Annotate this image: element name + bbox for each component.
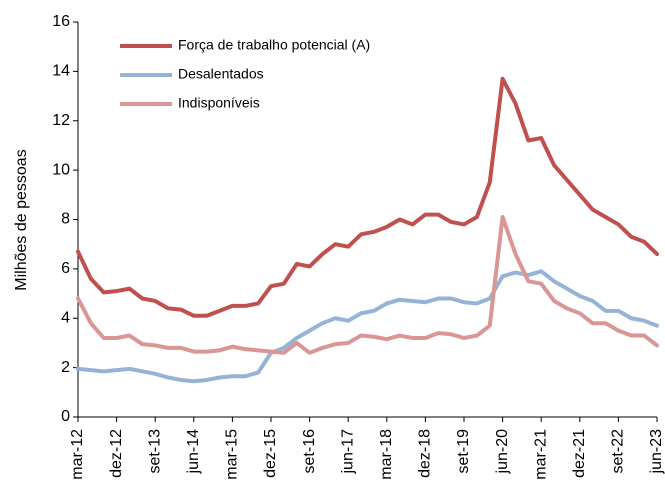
- x-tick-label: jun-17: [339, 429, 356, 475]
- line-series: [76, 76, 659, 318]
- y-tick-label: 0: [61, 408, 70, 425]
- legend-label: Força de trabalho potencial (A): [178, 37, 370, 53]
- y-tick-label: 2: [61, 359, 70, 376]
- x-tick-label: jun-14: [185, 429, 202, 475]
- x-tick-label: set-16: [301, 429, 318, 474]
- x-tick-label: dez-21: [571, 429, 588, 478]
- y-tick-label: 10: [52, 161, 70, 178]
- x-tick-label: set-19: [455, 429, 472, 474]
- y-tick-label: 6: [61, 260, 70, 277]
- legend-label: Indisponíveis: [178, 95, 260, 111]
- x-tick-label: mar-21: [532, 429, 549, 480]
- line-series: [76, 269, 659, 384]
- x-tick-label: dez-18: [417, 429, 434, 478]
- x-tick-label: set-13: [146, 429, 163, 474]
- y-tick-label: 12: [52, 112, 70, 129]
- y-tick-label: 16: [52, 13, 70, 30]
- x-tick-label: set-22: [610, 429, 627, 474]
- x-tick-label: jun-20: [494, 429, 511, 475]
- legend-label: Desalentados: [178, 66, 264, 82]
- x-tick-label: mar-18: [378, 429, 395, 480]
- y-tick-label: 8: [61, 211, 70, 228]
- x-tick-label: dez-12: [108, 429, 125, 478]
- x-tick-label: dez-15: [262, 429, 279, 478]
- y-axis-title: Milhões de pessoas: [13, 149, 30, 290]
- y-tick-label: 4: [61, 309, 70, 326]
- x-tick-label: mar-15: [224, 429, 241, 480]
- y-tick-label: 14: [52, 63, 70, 80]
- x-tick-label: jun-23: [648, 429, 665, 475]
- x-tick-label: mar-12: [69, 429, 86, 480]
- line-series: [76, 215, 659, 355]
